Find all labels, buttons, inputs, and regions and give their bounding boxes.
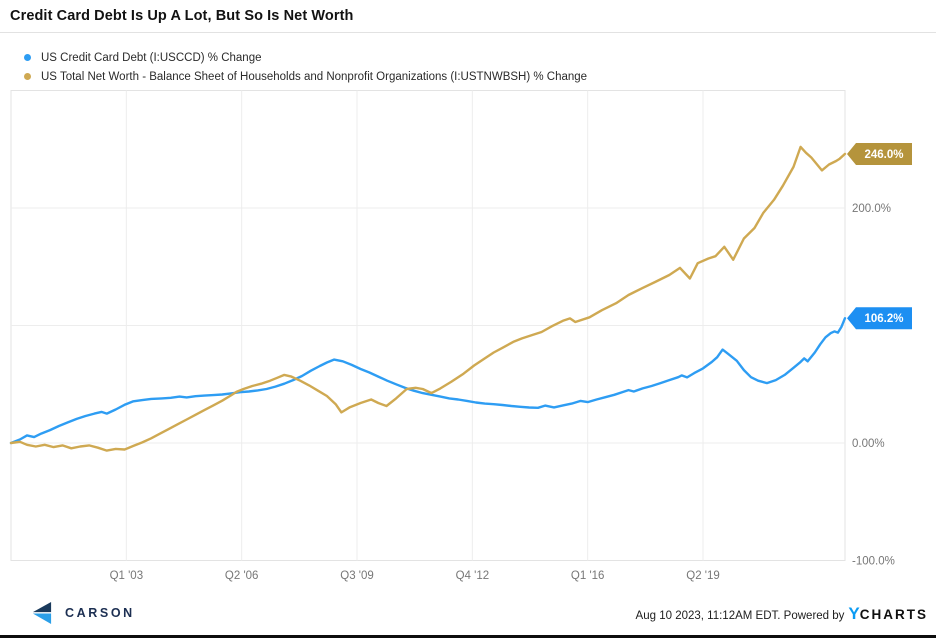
- y-axis-label: 0.00%: [852, 438, 885, 450]
- x-axis-label: Q3 '09: [340, 570, 374, 582]
- legend-dot-net-worth: [24, 73, 31, 80]
- x-axis-label: Q4 '12: [456, 570, 490, 582]
- carson-logo-text: CARSON: [65, 605, 135, 620]
- x-axis-label: Q2 '19: [686, 570, 720, 582]
- series-line-credit-card-debt: [9, 317, 847, 445]
- end-value-label-credit-card-debt: 106.2%: [864, 313, 903, 325]
- end-value-badge-credit-card-debt: [847, 307, 912, 330]
- carson-logo-icon: [32, 601, 52, 624]
- ycharts-logo-y: Y: [848, 604, 860, 623]
- x-axis-label: Q1 '03: [110, 570, 144, 582]
- end-value-label-net-worth: 246.0%: [864, 149, 903, 161]
- legend-label-net-worth: US Total Net Worth - Balance Sheet of Ho…: [41, 70, 588, 83]
- footer-attribution: Aug 10 2023, 11:12AM EDT. Powered by Y CH…: [636, 604, 928, 624]
- y-axis-label: 200.0%: [852, 203, 891, 215]
- legend-item-credit-card-debt: US Credit Card Debt (I:USCCD) % Change: [24, 48, 587, 67]
- legend: US Credit Card Debt (I:USCCD) % Change U…: [24, 48, 587, 86]
- legend-dot-credit-card-debt: [24, 54, 31, 61]
- y-axis-label: -100.0%: [852, 556, 895, 568]
- x-axis-label: Q1 '16: [571, 570, 605, 582]
- ycharts-logo-charts: CHARTS: [859, 607, 928, 622]
- legend-item-net-worth: US Total Net Worth - Balance Sheet of Ho…: [24, 67, 587, 86]
- title-divider: [0, 32, 936, 33]
- end-value-badge-net-worth: [847, 142, 912, 165]
- x-axis-label: Q2 '06: [225, 570, 259, 582]
- line-chart: Q1 '03 Q2 '06 Q3 '09 Q4 '12 Q1 '16 Q2 '19 200.…: [9, 90, 912, 582]
- footer-timestamp: Aug 10 2023, 11:12AM EDT. Powered by: [635, 610, 845, 622]
- legend-label-credit-card-debt: US Credit Card Debt (I:USCCD) % Change: [41, 51, 262, 64]
- carson-logo[interactable]: CARSON: [30, 600, 135, 625]
- page-title: Credit Card Debt Is Up A Lot, But So Is …: [10, 8, 354, 24]
- series-line-net-worth: [9, 145, 847, 452]
- ycharts-logo[interactable]: Y CHARTS: [848, 604, 928, 624]
